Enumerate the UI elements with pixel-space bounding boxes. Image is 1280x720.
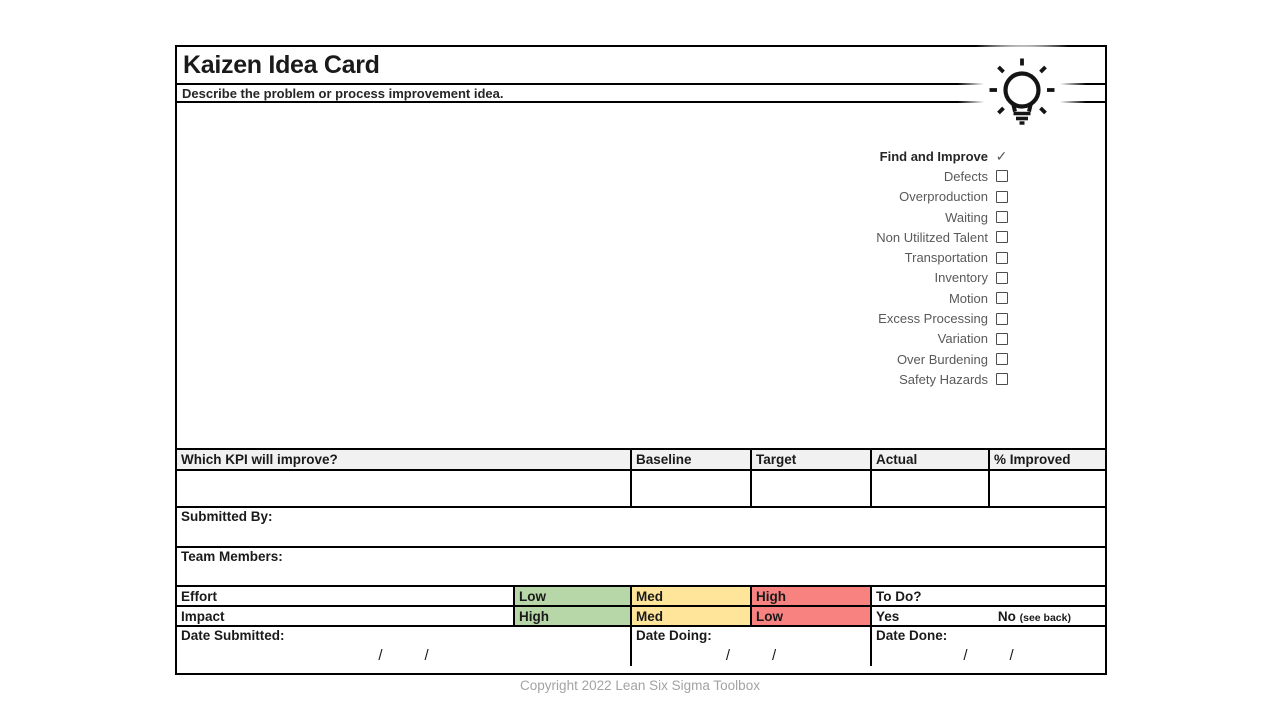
effort-low-cell: Low (515, 587, 632, 605)
kpi-question-header: Which KPI will improve? (177, 450, 632, 469)
describe-instruction-bar: Describe the problem or process improvem… (177, 85, 1105, 103)
checkbox-icon[interactable] (995, 251, 1008, 264)
impact-med-cell: Med (632, 607, 752, 625)
checkbox-icon[interactable] (995, 231, 1008, 244)
waste-item-excess-processing: Excess Processing (876, 308, 1008, 328)
date-submitted-field[interactable]: Date Submitted: / / (177, 627, 632, 666)
impact-row: Impact High Med Low Yes No (see back) (177, 607, 1105, 627)
waste-item-inventory: Inventory (876, 268, 1008, 288)
kpi-question-input[interactable] (177, 471, 632, 506)
kpi-improved-header: % Improved (994, 452, 1071, 467)
submitted-by-label: Submitted By: (181, 509, 273, 524)
date-done-slashes: / / (963, 647, 1014, 664)
date-done-label: Date Done: (876, 628, 948, 643)
kaizen-idea-card: Kaizen Idea Card Describe the problem or… (175, 45, 1107, 675)
todo-answer-cell: Yes No (see back) (872, 607, 1105, 625)
date-submitted-slashes: / / (378, 647, 429, 664)
todo-question-label: To Do? (876, 588, 922, 604)
waste-item-label: Excess Processing (878, 311, 988, 327)
lightbulb-icon (989, 58, 1055, 125)
card-title: Kaizen Idea Card (177, 47, 1105, 85)
waste-item-variation: Variation (876, 329, 1008, 349)
date-doing-slashes: / / (725, 647, 777, 664)
effort-label: Effort (177, 587, 515, 605)
copyright-footer: Copyright 2022 Lean Six Sigma Toolbox (520, 678, 760, 693)
date-doing-field[interactable]: Date Doing: / / (632, 627, 872, 666)
waste-item-defects: Defects (876, 166, 1008, 186)
team-members-field[interactable]: Team Members: (177, 548, 1105, 587)
checkbox-icon[interactable] (995, 353, 1008, 366)
checkbox-icon[interactable] (995, 332, 1008, 345)
description-input-area[interactable]: Find and Improve ✓ Defects Overproductio… (177, 103, 1105, 450)
date-submitted-label: Date Submitted: (181, 628, 285, 643)
kpi-actual-input[interactable] (872, 471, 990, 506)
waste-item-label: Over Burdening (896, 351, 988, 367)
waste-list-header-label: Find and Improve (879, 148, 988, 164)
kpi-table-header: Which KPI will improve? Baseline Target … (177, 450, 1105, 471)
impact-high-cell: High (515, 607, 632, 625)
waste-item-label: Defects (943, 168, 988, 184)
waste-list-header-row: Find and Improve ✓ (876, 146, 1008, 166)
effort-med-cell: Med (632, 587, 752, 605)
waste-item-waiting: Waiting (876, 207, 1008, 227)
waste-item-overproduction: Overproduction (876, 187, 1008, 207)
checkbox-icon[interactable] (995, 211, 1008, 224)
todo-no-option: No (see back) (997, 608, 1071, 624)
waste-item-label: Transportation (904, 250, 988, 266)
checkbox-icon[interactable] (995, 292, 1008, 305)
kpi-baseline-input[interactable] (632, 471, 752, 506)
checkbox-icon[interactable] (995, 190, 1008, 203)
waste-item-label: Overproduction (899, 189, 988, 205)
kpi-target-header: Target (752, 450, 872, 469)
kpi-actual-header: Actual (872, 450, 990, 469)
checkmark-icon: ✓ (995, 148, 1008, 165)
waste-item-label: Waiting (945, 209, 988, 225)
date-doing-label: Date Doing: (636, 628, 712, 643)
waste-item-transportation: Transportation (876, 247, 1008, 267)
kpi-improved-input[interactable] (990, 471, 1105, 506)
date-done-field[interactable]: Date Done: / / (872, 627, 1105, 666)
kpi-target-input[interactable] (752, 471, 872, 506)
effort-row: Effort Low Med High To Do? (177, 587, 1105, 607)
dates-row: Date Submitted: / / Date Doing: / / Date D… (177, 627, 1105, 666)
waste-item-safety-hazards: Safety Hazards (876, 369, 1008, 389)
checkbox-icon[interactable] (995, 170, 1008, 183)
kpi-baseline-header: Baseline (632, 450, 752, 469)
waste-item-label: Inventory (934, 270, 988, 286)
waste-item-label: Non Utilitzed Talent (876, 229, 988, 245)
waste-item-label: Variation (937, 331, 988, 347)
checkbox-icon[interactable] (995, 373, 1008, 386)
see-back-note: (see back) (1019, 611, 1071, 624)
checkbox-icon[interactable] (995, 271, 1008, 284)
kpi-table-input-row (177, 471, 1105, 508)
impact-label: Impact (177, 607, 515, 625)
team-members-label: Team Members: (181, 549, 283, 564)
waste-item-motion: Motion (876, 288, 1008, 308)
effort-high-cell: High (752, 587, 872, 605)
impact-low-cell: Low (752, 607, 872, 625)
submitted-by-field[interactable]: Submitted By: (177, 508, 1105, 548)
waste-item-label: Safety Hazards (899, 371, 988, 387)
waste-item-label: Motion (948, 290, 988, 306)
lightbulb-halo (957, 27, 1087, 157)
todo-yes-option: Yes (876, 608, 900, 624)
waste-checklist: Find and Improve ✓ Defects Overproductio… (876, 146, 1008, 390)
waste-item-over-burdening: Over Burdening (876, 349, 1008, 369)
checkbox-icon[interactable] (995, 312, 1008, 325)
waste-item-non-utilized-talent: Non Utilitzed Talent (876, 227, 1008, 247)
